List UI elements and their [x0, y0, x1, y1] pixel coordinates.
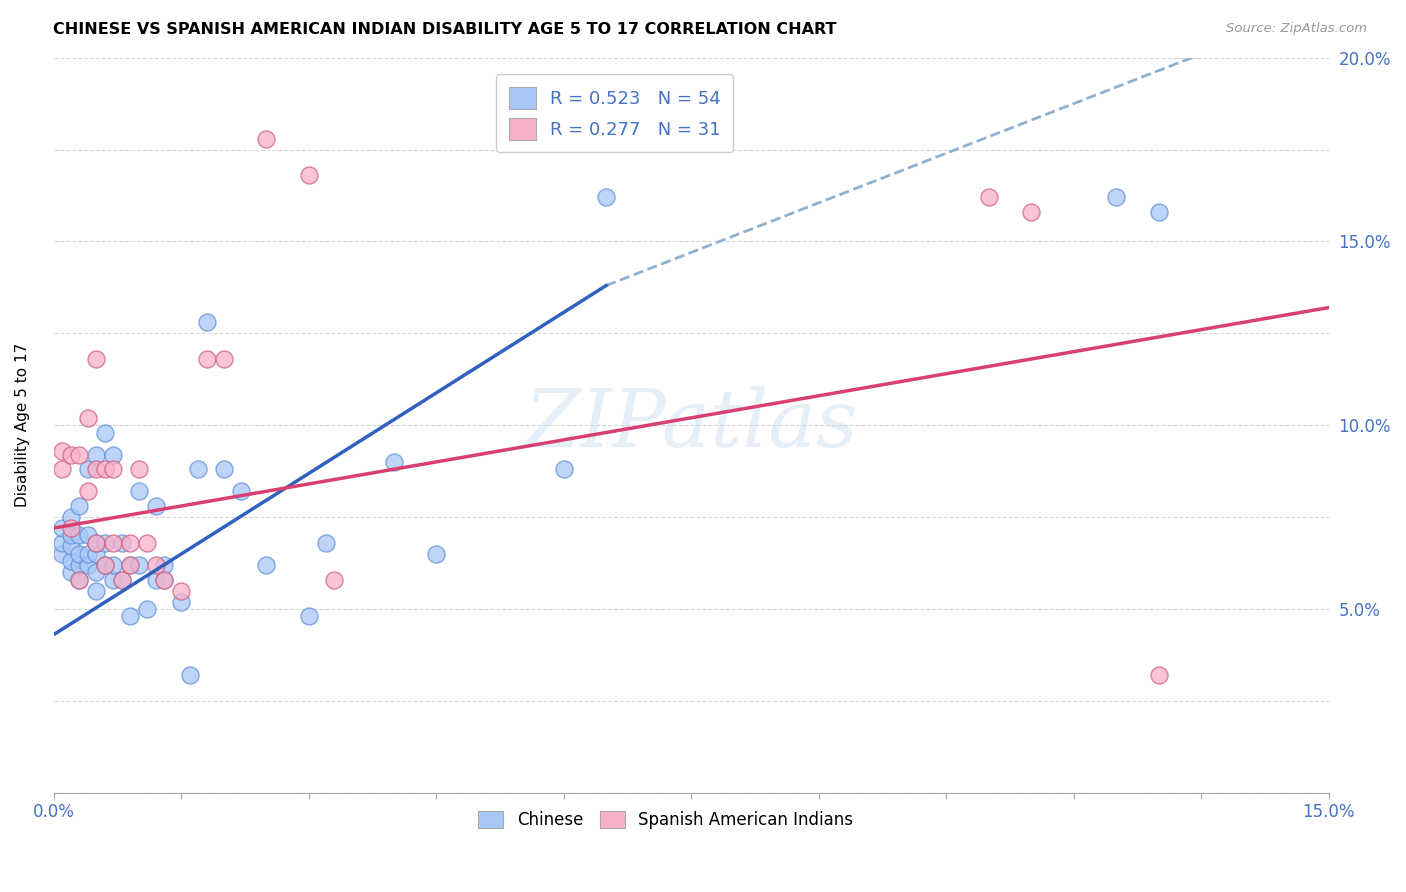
Point — [84, 448, 107, 462]
Point — [101, 573, 124, 587]
Point — [51, 443, 73, 458]
Point — [1105, 190, 1128, 204]
Point — [51, 547, 73, 561]
Point — [1147, 668, 1170, 682]
Text: CHINESE VS SPANISH AMERICAN INDIAN DISABILITY AGE 5 TO 17 CORRELATION CHART: CHINESE VS SPANISH AMERICAN INDIAN DISAB… — [53, 22, 837, 37]
Point — [93, 535, 115, 549]
Point — [128, 558, 150, 572]
Point — [136, 602, 159, 616]
Point — [59, 510, 82, 524]
Point — [120, 558, 142, 572]
Point — [382, 455, 405, 469]
Point — [101, 558, 124, 572]
Point — [76, 558, 98, 572]
Point — [425, 547, 447, 561]
Point — [101, 448, 124, 462]
Point — [93, 462, 115, 476]
Point — [212, 351, 235, 366]
Y-axis label: Disability Age 5 to 17: Disability Age 5 to 17 — [15, 343, 30, 508]
Point — [67, 499, 90, 513]
Point — [170, 583, 193, 598]
Point — [51, 535, 73, 549]
Point — [315, 535, 337, 549]
Point — [93, 558, 115, 572]
Point — [76, 547, 98, 561]
Point — [145, 573, 167, 587]
Point — [553, 462, 575, 476]
Point — [67, 528, 90, 542]
Point — [298, 609, 321, 624]
Point — [84, 462, 107, 476]
Point — [187, 462, 209, 476]
Point — [145, 558, 167, 572]
Point — [145, 499, 167, 513]
Point — [59, 565, 82, 579]
Point — [93, 425, 115, 440]
Point — [67, 547, 90, 561]
Point — [323, 573, 346, 587]
Point — [84, 583, 107, 598]
Point — [229, 484, 252, 499]
Point — [93, 558, 115, 572]
Point — [136, 535, 159, 549]
Point — [59, 448, 82, 462]
Point — [59, 554, 82, 568]
Point — [195, 351, 218, 366]
Point — [128, 462, 150, 476]
Point — [254, 131, 277, 145]
Point — [170, 594, 193, 608]
Point — [179, 668, 201, 682]
Point — [120, 609, 142, 624]
Point — [76, 410, 98, 425]
Point — [76, 528, 98, 542]
Point — [153, 573, 176, 587]
Point — [84, 535, 107, 549]
Point — [111, 573, 134, 587]
Point — [59, 528, 82, 542]
Point — [84, 547, 107, 561]
Point — [101, 535, 124, 549]
Point — [76, 462, 98, 476]
Point — [84, 535, 107, 549]
Point — [111, 535, 134, 549]
Point — [1019, 205, 1042, 219]
Point — [120, 558, 142, 572]
Text: ZIPatlas: ZIPatlas — [524, 386, 858, 464]
Legend: Chinese, Spanish American Indians: Chinese, Spanish American Indians — [471, 805, 859, 836]
Point — [101, 462, 124, 476]
Point — [195, 315, 218, 329]
Point — [76, 484, 98, 499]
Point — [254, 558, 277, 572]
Point — [51, 462, 73, 476]
Point — [153, 573, 176, 587]
Point — [128, 484, 150, 499]
Point — [120, 535, 142, 549]
Point — [595, 190, 617, 204]
Point — [84, 351, 107, 366]
Point — [298, 168, 321, 182]
Point — [51, 521, 73, 535]
Point — [153, 558, 176, 572]
Point — [977, 190, 1000, 204]
Point — [67, 448, 90, 462]
Point — [59, 540, 82, 554]
Text: Source: ZipAtlas.com: Source: ZipAtlas.com — [1226, 22, 1367, 36]
Point — [111, 573, 134, 587]
Point — [67, 573, 90, 587]
Point — [67, 573, 90, 587]
Point — [84, 565, 107, 579]
Point — [67, 558, 90, 572]
Point — [1147, 205, 1170, 219]
Point — [212, 462, 235, 476]
Point — [59, 521, 82, 535]
